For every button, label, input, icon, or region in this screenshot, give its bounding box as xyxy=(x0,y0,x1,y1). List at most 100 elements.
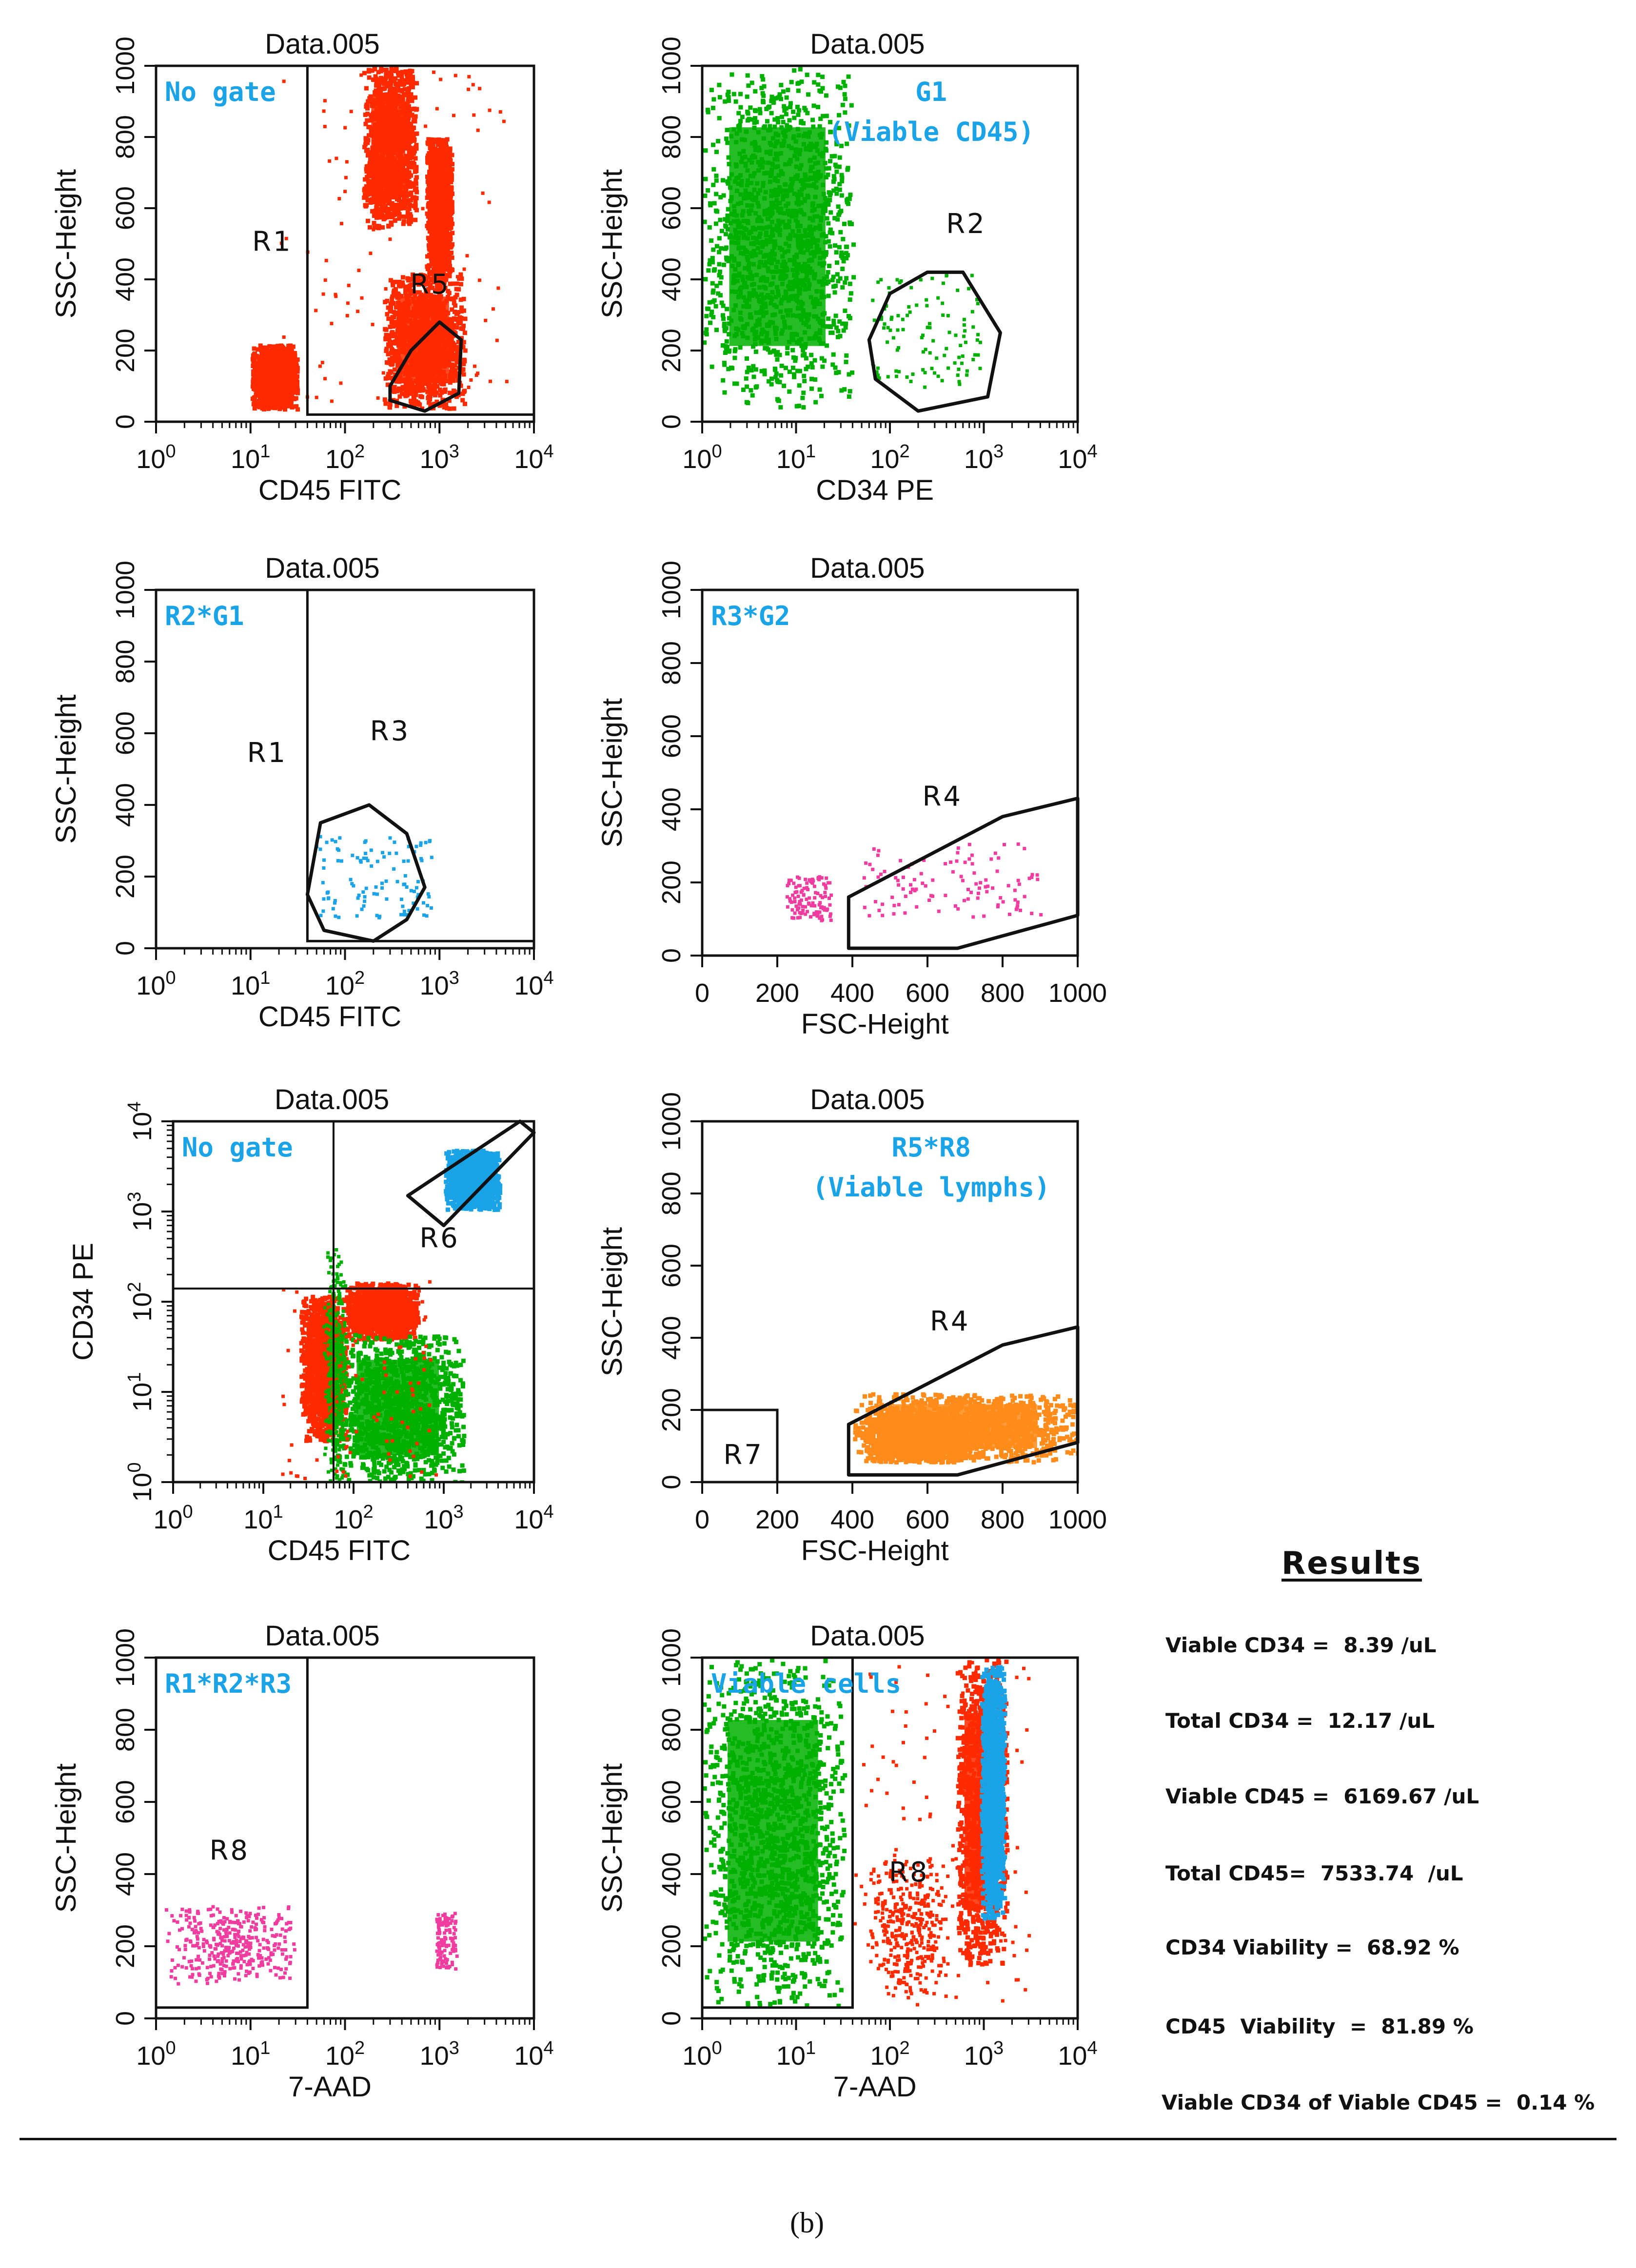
population-cd34-fsc xyxy=(862,842,1043,919)
population-viable-cells xyxy=(702,1658,848,2008)
x-axis-label: 7-AAD xyxy=(288,2071,372,2103)
x-tick-label: 103 xyxy=(964,2038,1004,2071)
y-tick-label: 600 xyxy=(657,714,686,758)
population-dead-cd34 xyxy=(435,1912,459,1971)
y-tick-label: 0 xyxy=(657,1475,686,1489)
y-tick-label: 400 xyxy=(111,257,140,301)
population-debris xyxy=(250,343,300,412)
y-tick-label: 1000 xyxy=(111,1628,140,1687)
x-tick-label: 102 xyxy=(334,1502,373,1534)
y-tick-label: 600 xyxy=(657,186,686,230)
x-tick-label: 400 xyxy=(830,1505,874,1534)
gate-r1 xyxy=(306,588,535,942)
gate-r4 xyxy=(847,797,1080,950)
gate-label-r7: R7 xyxy=(723,1439,764,1471)
plot-frame xyxy=(701,1120,1079,1484)
y-tick-label: 600 xyxy=(111,711,140,755)
y-axis-label: SSC-Height xyxy=(50,1763,82,1913)
y-tick-label: 600 xyxy=(657,1780,686,1824)
gate-label-r5: R5 xyxy=(410,269,451,300)
x-axis-label: CD34 PE xyxy=(816,474,934,506)
population-beads-column xyxy=(979,1665,1007,1921)
y-tick-label: 0 xyxy=(111,2011,140,2026)
plot-title: Data.005 xyxy=(810,1620,925,1652)
y-tick-label: 0 xyxy=(657,948,686,963)
x-tick-label: 102 xyxy=(870,2038,909,2071)
population-cd34-cells xyxy=(871,273,982,389)
event-dots xyxy=(702,1658,1031,2008)
result-viable-cd34: Viable CD34 = 8.39 /uL xyxy=(1165,1633,1437,1657)
x-tick-label: 101 xyxy=(231,2038,270,2071)
x-tick-label: 101 xyxy=(243,1502,283,1534)
y-tick-label: 200 xyxy=(111,1924,140,1968)
gate-r5 xyxy=(388,320,463,413)
gate-label-r4: R4 xyxy=(923,781,963,813)
population-viable-cd34 xyxy=(164,1905,296,1986)
separator-line xyxy=(20,2138,1616,2140)
x-tick-label: 600 xyxy=(906,1505,949,1534)
y-tick-label: 400 xyxy=(657,1316,686,1360)
gate-label-r4: R4 xyxy=(930,1306,970,1337)
flow-plot-6: R4 R7 R5*R8 (Viable lymphs) Data.005 0 200 400 6… xyxy=(596,1084,1107,1566)
y-tick-label: 600 xyxy=(111,1780,140,1824)
plot-title: Data.005 xyxy=(275,1084,389,1115)
plot-frame xyxy=(701,588,1079,957)
gate-title-line-2: (Viable lymphs) xyxy=(812,1172,1050,1203)
x-tick-label: 0 xyxy=(695,978,710,1008)
result-cd34-of-cd45: Viable CD34 of Viable CD45 = 0.14 % xyxy=(1162,2091,1595,2114)
gate-title: Viable cells xyxy=(711,1668,901,1699)
x-tick-label: 102 xyxy=(325,441,365,474)
gate-r4 xyxy=(847,1325,1080,1477)
y-tick-label: 1000 xyxy=(111,37,140,95)
x-tick-label: 100 xyxy=(682,2038,722,2071)
y-tick-label: 400 xyxy=(657,1852,686,1896)
population-scatter xyxy=(279,70,509,403)
x-tick-label: 800 xyxy=(981,1505,1025,1534)
x-tick-label: 101 xyxy=(776,441,816,474)
x-tick-label: 104 xyxy=(514,2038,553,2071)
x-tick-label: 103 xyxy=(964,441,1004,474)
population-green-main xyxy=(334,1333,467,1482)
y-tick-label: 400 xyxy=(111,783,140,827)
y-axis-label: SSC-Height xyxy=(596,1763,628,1913)
y-tick-label: 400 xyxy=(111,1852,140,1896)
event-dots xyxy=(250,66,509,412)
y-tick-label: 104 xyxy=(124,1101,157,1141)
figure-caption: (b) xyxy=(790,2206,824,2240)
x-axis-label: CD45 FITC xyxy=(268,1535,411,1566)
x-tick-label: 103 xyxy=(420,441,459,474)
y-tick-label: 1000 xyxy=(657,1092,686,1151)
gate-title: R1*R2*R3 xyxy=(165,1668,292,1699)
x-tick-label: 101 xyxy=(231,441,270,474)
flow-plot-2: R2 G1 (Viable CD45) Data.005 100 101 102 103 104… xyxy=(596,28,1098,506)
plot-title: Data.005 xyxy=(810,28,925,60)
plot-title: Data.005 xyxy=(810,1084,925,1115)
gate-title: R3*G2 xyxy=(711,601,790,631)
population-outliers xyxy=(786,875,833,922)
y-tick-label: 600 xyxy=(657,1244,686,1288)
y-tick-label: 800 xyxy=(111,115,140,159)
x-tick-label: 103 xyxy=(424,1502,463,1534)
y-tick-label: 600 xyxy=(111,186,140,230)
gate-label-r8: R8 xyxy=(889,1857,929,1888)
plot-frame xyxy=(155,588,535,950)
population-dead-cluster xyxy=(869,1857,950,1999)
y-tick-label: 800 xyxy=(657,641,686,685)
y-axis-label: CD34 PE xyxy=(67,1243,99,1361)
event-dots xyxy=(702,67,982,410)
population-red-upper xyxy=(345,1281,421,1342)
gate-r8 xyxy=(155,1656,309,2009)
x-tick-label: 102 xyxy=(870,441,909,474)
gate-title: G1 xyxy=(915,77,947,107)
plot-title: Data.005 xyxy=(265,28,379,60)
gate-r1 xyxy=(306,64,535,416)
y-tick-label: 800 xyxy=(111,640,140,684)
result-total-cd34: Total CD34 = 12.17 /uL xyxy=(1165,1709,1435,1733)
y-tick-label: 1000 xyxy=(657,1628,686,1687)
y-tick-label: 800 xyxy=(657,115,686,159)
y-tick-label: 1000 xyxy=(111,561,140,619)
flow-plot-4: R4 R3*G2 Data.005 0 200 400 600 800 1000 0 200 400 6… xyxy=(596,552,1107,1040)
y-tick-label: 103 xyxy=(124,1192,157,1231)
y-tick-label: 800 xyxy=(657,1708,686,1752)
